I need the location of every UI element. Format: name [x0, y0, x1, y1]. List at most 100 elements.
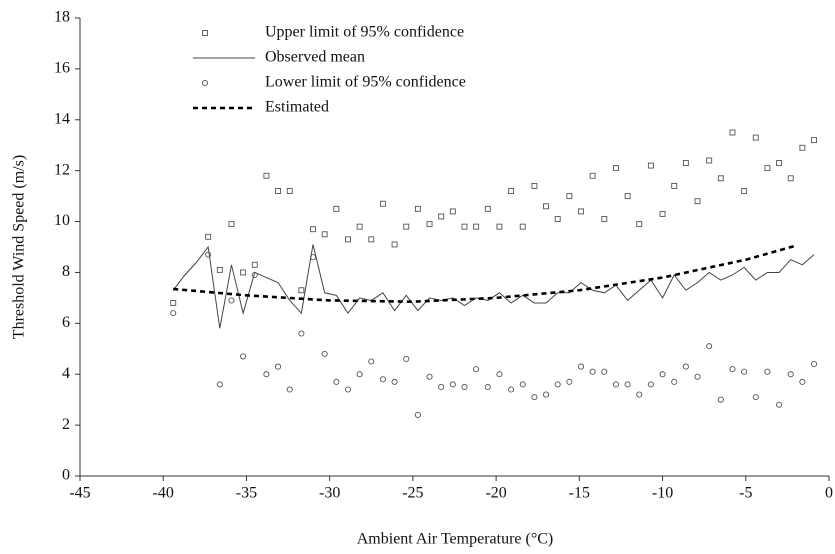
- circle-marker: [356, 371, 363, 378]
- circle-marker: [251, 271, 258, 279]
- circle-marker: [344, 386, 352, 393]
- circle-marker: [542, 391, 550, 398]
- circle-marker: [659, 371, 666, 378]
- square-marker: [438, 213, 445, 220]
- x-tick-label: -15: [569, 485, 590, 502]
- circle-marker: [368, 358, 375, 365]
- square-marker: [578, 208, 584, 215]
- square-marker: [752, 134, 759, 141]
- square-marker: [345, 236, 351, 243]
- circle-marker: [263, 371, 270, 378]
- y-tick-label: 10: [54, 212, 70, 229]
- circle-marker: [391, 378, 398, 385]
- legend-label: Lower limit of 95% confidence: [265, 74, 466, 91]
- circle-marker: [205, 251, 212, 258]
- circle-marker: [612, 381, 620, 388]
- circle-marker: [810, 360, 818, 368]
- circle-marker: [286, 386, 293, 393]
- circle-marker: [508, 386, 515, 393]
- square-marker: [682, 160, 689, 166]
- dashed-line: [173, 244, 797, 304]
- mean-line: [172, 244, 815, 329]
- circle-marker: [496, 371, 503, 378]
- x-tick-label: 0: [825, 485, 833, 502]
- circle-marker: [321, 350, 328, 357]
- y-tick-label: 18: [54, 9, 70, 26]
- circle-marker: [240, 353, 247, 360]
- circle-marker: [752, 394, 759, 401]
- square-marker: [659, 210, 666, 217]
- square-marker: [379, 200, 386, 207]
- square-marker: [240, 269, 247, 276]
- y-tick-label: 12: [54, 161, 70, 178]
- y-tick-label: 6: [62, 314, 70, 331]
- y-tick-label: 16: [54, 60, 70, 77]
- x-tick-label: -30: [319, 485, 340, 502]
- circle-marker: [531, 394, 538, 401]
- square-marker: [508, 188, 515, 194]
- square-marker: [414, 205, 421, 212]
- circle-marker: [799, 378, 806, 385]
- square-marker: [764, 165, 771, 172]
- circle-marker: [729, 366, 736, 373]
- circle-marker: [473, 366, 480, 373]
- y-tick-label: 8: [62, 263, 70, 280]
- square-marker: [391, 241, 398, 248]
- square-marker: [461, 223, 468, 230]
- x-tick-label: -45: [69, 485, 90, 502]
- circle-marker: [461, 383, 468, 390]
- square-marker: [356, 223, 363, 230]
- square-marker: [321, 231, 328, 238]
- circle-marker: [449, 381, 456, 388]
- circle-marker: [682, 363, 689, 370]
- circle-marker: [228, 297, 235, 304]
- circle-marker: [309, 254, 317, 261]
- x-tick-label: -20: [485, 485, 506, 502]
- x-tick-label: -10: [652, 485, 673, 502]
- square-marker: [706, 157, 713, 164]
- square-marker: [170, 300, 177, 306]
- square-marker: [776, 160, 783, 166]
- square-marker: [263, 172, 270, 179]
- square-marker: [729, 129, 736, 136]
- circle-marker: [601, 368, 608, 375]
- square-marker: [519, 223, 526, 230]
- circle-marker: [484, 383, 491, 390]
- square-marker: [741, 188, 748, 194]
- square-marker: [601, 216, 608, 222]
- y-tick-label: 4: [62, 365, 70, 382]
- circle-marker: [706, 343, 713, 350]
- square-marker: [449, 208, 456, 215]
- y-tick-label: 14: [54, 110, 70, 127]
- circle-marker: [298, 330, 305, 337]
- square-marker: [333, 205, 340, 212]
- x-tick-label: -40: [153, 485, 174, 502]
- square-marker: [554, 216, 561, 222]
- circle-marker: [717, 396, 724, 403]
- x-tick-label: -25: [402, 485, 423, 502]
- circle-marker: [426, 373, 433, 380]
- circle-marker: [170, 310, 177, 317]
- square-marker: [216, 266, 223, 273]
- square-marker: [636, 221, 643, 228]
- circle-marker: [519, 381, 526, 388]
- legend-label: Estimated: [265, 99, 329, 116]
- square-marker: [286, 188, 293, 194]
- x-tick-label: -5: [739, 485, 752, 502]
- circle-marker: [636, 391, 643, 398]
- x-tick-label: -35: [236, 485, 257, 502]
- y-tick-label: 2: [62, 416, 70, 433]
- square-marker: [496, 223, 503, 230]
- circle-marker: [764, 368, 771, 375]
- circle-marker: [671, 378, 678, 385]
- square-marker: [228, 221, 235, 228]
- square-marker: [298, 287, 305, 294]
- square-marker: [473, 223, 480, 230]
- circle-marker: [438, 383, 445, 390]
- square-marker: [310, 226, 316, 233]
- circle-marker: [379, 376, 386, 383]
- legend-marker: [201, 79, 209, 87]
- circle-marker: [624, 381, 631, 388]
- square-marker: [484, 205, 491, 212]
